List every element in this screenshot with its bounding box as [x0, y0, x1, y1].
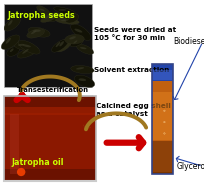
FancyBboxPatch shape	[4, 4, 92, 87]
Ellipse shape	[45, 14, 50, 19]
FancyArrowPatch shape	[7, 96, 93, 97]
Ellipse shape	[80, 47, 86, 49]
Ellipse shape	[6, 38, 11, 44]
Ellipse shape	[18, 44, 24, 46]
Ellipse shape	[28, 27, 50, 37]
Ellipse shape	[65, 14, 78, 23]
Ellipse shape	[18, 40, 40, 54]
Ellipse shape	[74, 29, 82, 33]
Text: Glycerol: Glycerol	[175, 162, 204, 171]
Ellipse shape	[55, 39, 71, 52]
Ellipse shape	[4, 17, 20, 31]
Ellipse shape	[49, 15, 54, 18]
Ellipse shape	[39, 9, 44, 11]
Circle shape	[163, 121, 164, 123]
Circle shape	[163, 133, 164, 134]
Ellipse shape	[10, 48, 13, 52]
Circle shape	[17, 168, 25, 176]
FancyBboxPatch shape	[4, 96, 96, 181]
Ellipse shape	[76, 44, 93, 54]
Ellipse shape	[33, 30, 41, 32]
Ellipse shape	[45, 13, 60, 22]
Ellipse shape	[70, 39, 83, 47]
Ellipse shape	[61, 19, 69, 21]
Text: Jatropha seeds: Jatropha seeds	[8, 11, 75, 20]
Ellipse shape	[55, 42, 60, 47]
Ellipse shape	[53, 7, 75, 15]
Ellipse shape	[70, 24, 91, 40]
Ellipse shape	[68, 15, 72, 19]
Text: Solvent extraction: Solvent extraction	[94, 67, 169, 73]
FancyBboxPatch shape	[10, 114, 19, 174]
Ellipse shape	[51, 39, 68, 52]
Ellipse shape	[27, 29, 44, 38]
Ellipse shape	[74, 75, 94, 87]
Ellipse shape	[64, 35, 84, 44]
Text: Calcined egg shell
as a catalyst: Calcined egg shell as a catalyst	[96, 103, 170, 117]
FancyBboxPatch shape	[152, 92, 171, 140]
Ellipse shape	[55, 18, 79, 24]
Ellipse shape	[1, 35, 20, 50]
Text: Jatropha oil: Jatropha oil	[11, 158, 64, 167]
Text: Transesterification: Transesterification	[17, 87, 89, 93]
FancyBboxPatch shape	[4, 107, 96, 115]
Ellipse shape	[7, 47, 19, 56]
Ellipse shape	[76, 67, 84, 70]
Ellipse shape	[14, 42, 32, 50]
Ellipse shape	[31, 30, 36, 34]
Ellipse shape	[69, 36, 75, 39]
FancyBboxPatch shape	[151, 64, 172, 81]
Ellipse shape	[8, 20, 12, 26]
Ellipse shape	[73, 40, 77, 44]
Ellipse shape	[58, 9, 66, 11]
FancyBboxPatch shape	[151, 141, 172, 174]
Ellipse shape	[78, 78, 86, 81]
Text: Seeds were dried at
105 °C for 30 min: Seeds were dried at 105 °C for 30 min	[94, 27, 175, 41]
Ellipse shape	[22, 49, 29, 54]
FancyBboxPatch shape	[152, 70, 171, 80]
Circle shape	[163, 110, 164, 112]
FancyBboxPatch shape	[151, 81, 172, 141]
Ellipse shape	[70, 66, 94, 74]
Ellipse shape	[59, 41, 64, 46]
Ellipse shape	[17, 47, 38, 58]
Text: Biodiesel: Biodiesel	[172, 37, 204, 46]
FancyBboxPatch shape	[4, 113, 96, 169]
Ellipse shape	[37, 6, 50, 16]
Ellipse shape	[22, 44, 31, 47]
FancyBboxPatch shape	[152, 141, 171, 172]
Ellipse shape	[40, 13, 59, 22]
